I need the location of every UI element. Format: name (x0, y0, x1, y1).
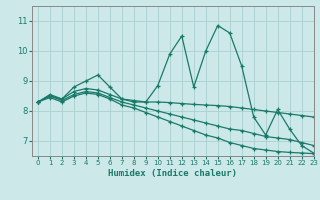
X-axis label: Humidex (Indice chaleur): Humidex (Indice chaleur) (108, 169, 237, 178)
